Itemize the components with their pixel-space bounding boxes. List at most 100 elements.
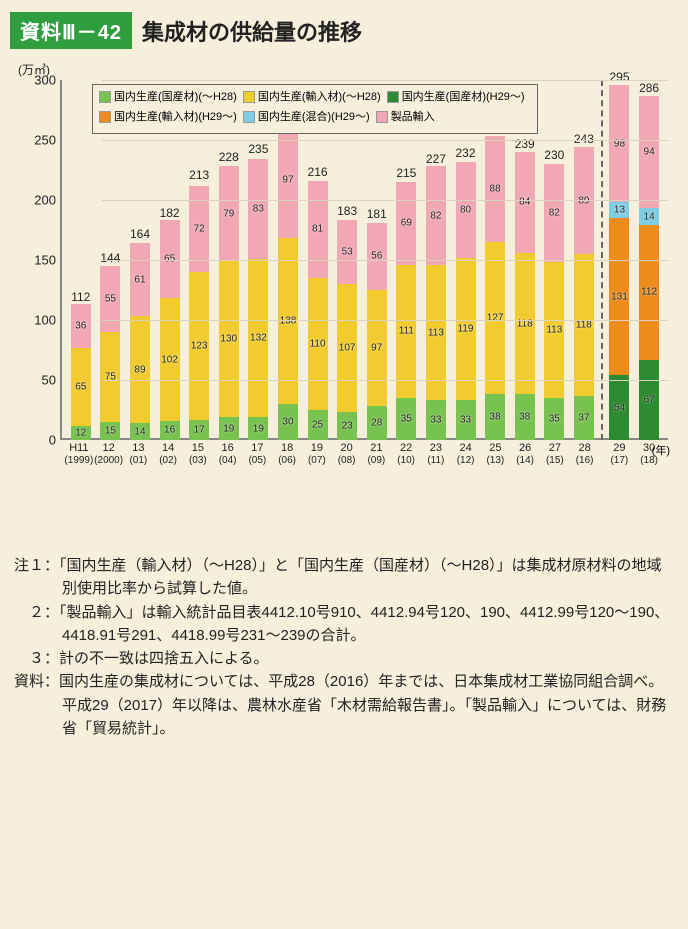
segment-value: 102 xyxy=(161,354,178,365)
bar-segment: 35 xyxy=(396,398,416,440)
bar-segment: 112 xyxy=(639,225,659,359)
bar-segment: 53 xyxy=(337,220,357,284)
segment-value: 113 xyxy=(546,325,562,336)
x-label: 13(01) xyxy=(124,442,154,466)
bar-total: 164 xyxy=(130,227,150,241)
segment-value: 37 xyxy=(578,412,589,423)
segment-value: 12 xyxy=(75,427,86,438)
segment-value: 112 xyxy=(641,287,657,298)
y-tick: 0 xyxy=(49,433,56,448)
x-label: H11(1999) xyxy=(64,442,94,466)
bar-segment: 19 xyxy=(248,417,268,440)
y-tick: 100 xyxy=(34,313,56,328)
bar-segment: 19 xyxy=(219,417,239,440)
segment-value: 33 xyxy=(460,415,471,426)
bar-segment: 37 xyxy=(574,396,594,440)
footnotes: 注１：「国内生産（輸入材）（～H28）」と「国内生産（国産材）（～H28）」は集… xyxy=(10,554,678,740)
bar-segment: 110 xyxy=(308,278,328,410)
bar-segment: 33 xyxy=(426,400,446,440)
doc-badge: 資料Ⅲ－42 xyxy=(10,12,132,49)
segment-value: 123 xyxy=(191,340,208,351)
bar-segment: 82 xyxy=(544,164,564,262)
bar-total: 144 xyxy=(100,251,120,265)
segment-value: 13 xyxy=(614,205,625,216)
bar-total: 213 xyxy=(189,168,209,182)
bar-total: 112 xyxy=(71,290,90,304)
y-tick: 150 xyxy=(34,253,56,268)
chart: 050100150200250300 126536112157555144148… xyxy=(20,80,668,510)
bar-segment: 118 xyxy=(515,253,535,395)
bar-segment: 119 xyxy=(456,258,476,401)
segment-value: 55 xyxy=(105,294,116,305)
bar-segment: 82 xyxy=(426,166,446,264)
bar-segment: 14 xyxy=(130,423,150,440)
header: 資料Ⅲ－42 集成材の供給量の推移 xyxy=(10,12,678,49)
segment-value: 35 xyxy=(401,414,412,425)
bar-segment: 69 xyxy=(396,182,416,265)
segment-value: 88 xyxy=(490,184,501,195)
legend-item: 製品輸入 xyxy=(376,109,435,126)
segment-value: 19 xyxy=(253,423,264,434)
segment-value: 72 xyxy=(194,223,205,234)
bar-segment: 55 xyxy=(100,266,120,332)
legend-item: 国内生産(輸入材)(H29～) xyxy=(99,109,237,126)
segment-value: 53 xyxy=(342,247,353,258)
bar-total: 228 xyxy=(219,150,239,164)
bar-segment: 36 xyxy=(71,304,91,347)
x-label: 24(12) xyxy=(451,442,481,466)
bar-segment: 17 xyxy=(189,420,209,440)
segment-value: 138 xyxy=(280,316,297,327)
segment-value: 54 xyxy=(614,402,625,413)
segment-value: 38 xyxy=(519,412,530,423)
bar-segment: 13 xyxy=(609,202,629,218)
note-4: 資料：国内生産の集成材については、平成28（2016）年までは、日本集成材工業協… xyxy=(14,670,674,740)
legend-item: 国内生産(輸入材)(～H28) xyxy=(243,89,381,106)
segment-value: 36 xyxy=(75,321,86,332)
x-label: 18(06) xyxy=(272,442,302,466)
segment-value: 132 xyxy=(250,333,267,344)
x-label: 23(11) xyxy=(421,442,451,466)
segment-value: 67 xyxy=(644,394,655,405)
x-label: 20(08) xyxy=(332,442,362,466)
bar-segment: 89 xyxy=(130,316,150,423)
bar-segment: 132 xyxy=(248,259,268,417)
segment-value: 38 xyxy=(490,412,501,423)
segment-value: 28 xyxy=(371,418,382,429)
segment-value: 65 xyxy=(75,381,86,392)
x-label: 26(14) xyxy=(510,442,540,466)
bar-segment: 83 xyxy=(248,159,268,259)
x-label: 12(2000) xyxy=(94,442,124,466)
bar-segment: 28 xyxy=(367,406,387,440)
bar-segment: 118 xyxy=(574,254,594,396)
segment-value: 80 xyxy=(460,204,471,215)
y-tick: 200 xyxy=(34,193,56,208)
x-label: 22(10) xyxy=(391,442,421,466)
segment-value: 113 xyxy=(428,327,444,338)
segment-value: 89 xyxy=(134,364,145,375)
segment-value: 83 xyxy=(253,204,264,215)
segment-value: 17 xyxy=(194,424,205,435)
segment-value: 14 xyxy=(644,211,655,222)
note-2: ２：「製品輸入」は輸入統計品目表4412.10号910、4412.94号120、… xyxy=(14,601,674,648)
bar-segment: 130 xyxy=(219,261,239,417)
segment-value: 35 xyxy=(549,414,560,425)
legend-item: 国内生産(国産材)(H29～) xyxy=(387,89,525,106)
bar-total: 182 xyxy=(160,206,180,220)
bar-segment: 75 xyxy=(100,332,120,422)
segment-value: 130 xyxy=(220,334,237,345)
page-title: 集成材の供給量の推移 xyxy=(142,15,362,47)
bar-total: 235 xyxy=(248,142,268,156)
legend-label: 国内生産(輸入材)(H29～) xyxy=(114,109,237,126)
segment-value: 14 xyxy=(134,426,145,437)
bar-segment: 67 xyxy=(639,360,659,440)
bar-segment: 107 xyxy=(337,284,357,412)
y-axis: 050100150200250300 xyxy=(20,80,60,440)
bar-segment: 14 xyxy=(639,208,659,225)
y-tick: 50 xyxy=(42,373,56,388)
bar-total: 230 xyxy=(544,148,564,162)
segment-value: 69 xyxy=(401,218,412,229)
y-tick: 250 xyxy=(34,133,56,148)
bar-segment: 88 xyxy=(485,136,505,242)
segment-value: 97 xyxy=(371,343,382,354)
segment-value: 82 xyxy=(430,210,441,221)
